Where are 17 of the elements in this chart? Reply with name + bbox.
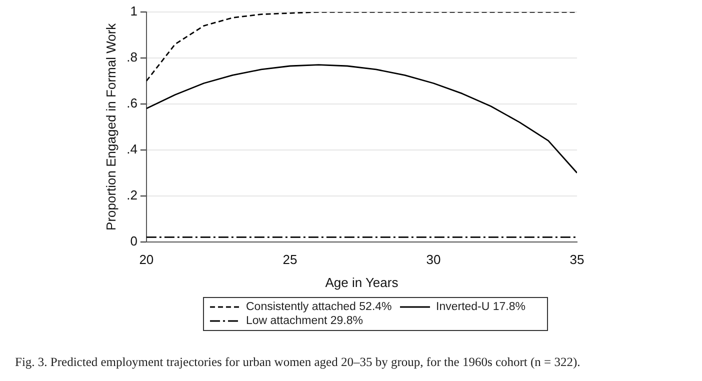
x-tick-label: 20 (139, 252, 154, 268)
x-tick-label: 30 (426, 252, 441, 268)
x-axis-title: Age in Years (325, 274, 399, 290)
x-tick-label: 35 (570, 252, 584, 268)
legend-label: Consistently attached 52.4% (246, 301, 392, 313)
y-tick-label: .4 (126, 141, 138, 156)
legend-label: Low attachment 29.8% (246, 315, 363, 327)
y-tick-label: 0 (130, 233, 138, 248)
y-axis-title: Proportion Engaged in Formal Work (103, 22, 118, 230)
caption: Fig. 3. Predicted employment trajectories for urban women aged 20–35 by group, for the 1960s cohort (n = 322). (15, 355, 582, 370)
y-tick-label: .6 (126, 96, 138, 110)
y-tick-label: 1 (130, 4, 138, 19)
legend-label: Inverted-U 17.8% (436, 301, 526, 313)
x-tick-label: 25 (282, 252, 298, 268)
y-tick-label: .8 (126, 50, 138, 65)
line-series (146, 12, 577, 82)
y-tick-label: .2 (126, 187, 138, 202)
